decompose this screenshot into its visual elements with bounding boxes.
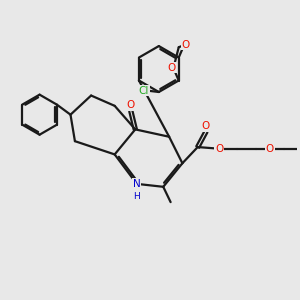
Text: N: N	[133, 179, 141, 189]
Text: O: O	[202, 122, 210, 131]
Text: O: O	[215, 143, 223, 154]
Text: O: O	[168, 63, 176, 73]
Text: Cl: Cl	[138, 85, 149, 95]
Text: O: O	[266, 143, 274, 154]
Text: H: H	[133, 192, 140, 201]
Text: O: O	[182, 40, 190, 50]
Text: O: O	[127, 100, 135, 110]
